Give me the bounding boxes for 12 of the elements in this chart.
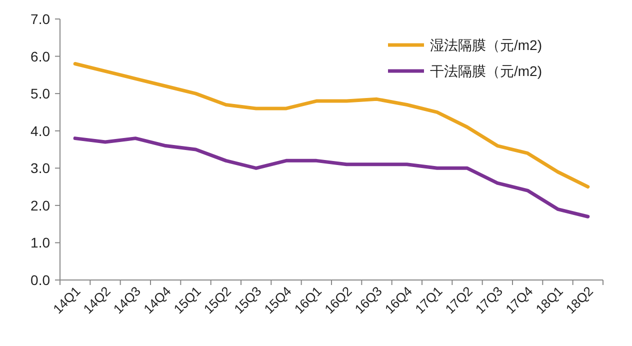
y-tick-label: 1.0 — [30, 234, 50, 251]
y-tick-label: 0.0 — [30, 272, 50, 288]
line-series — [73, 62, 590, 189]
legend-label: 干法隔膜（元/m2) — [430, 63, 542, 79]
y-tick-label: 2.0 — [30, 197, 50, 214]
line-series — [73, 136, 590, 218]
y-tick-label: 3.0 — [30, 160, 50, 176]
y-tick-label: 6.0 — [30, 48, 50, 64]
legend-label: 湿法隔膜（元/m2) — [430, 37, 542, 53]
y-tick-label: 7.0 — [30, 11, 50, 27]
y-tick-label: 4.0 — [30, 122, 50, 139]
y-tick-label: 5.0 — [30, 86, 50, 102]
